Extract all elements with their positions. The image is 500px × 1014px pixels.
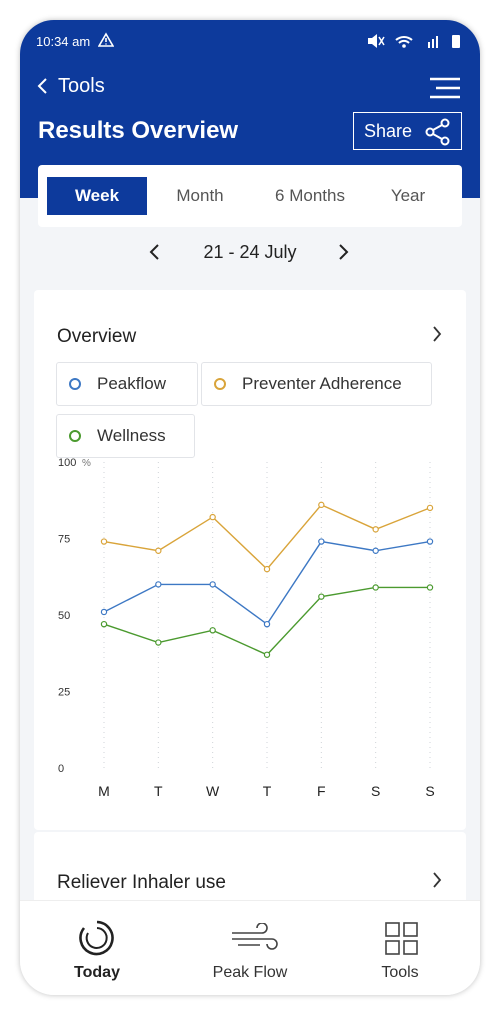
x-tick-label: W <box>206 783 220 799</box>
share-button[interactable]: Share <box>353 112 462 150</box>
data-point <box>263 565 271 573</box>
chevron[interactable] <box>430 870 444 890</box>
data-point <box>263 620 271 628</box>
y-tick-label: 25 <box>58 687 70 699</box>
y-tick-label: 100 <box>58 457 76 469</box>
data-point <box>426 504 434 512</box>
data-point <box>372 526 379 533</box>
x-tick-label: M <box>98 783 110 799</box>
data-point <box>318 538 325 545</box>
legend-item[interactable]: Wellness <box>56 414 195 458</box>
card-title: Overview <box>57 326 137 347</box>
nav-item[interactable]: Peak Flow <box>212 964 288 981</box>
legend-label: Peakflow <box>97 374 166 393</box>
next-arrow[interactable] <box>336 242 350 262</box>
status-time: 10:34 am <box>36 34 91 49</box>
data-point <box>426 538 434 545</box>
date-range: 21 - 24 July <box>203 242 297 262</box>
legend-label: Preventer Adherence <box>242 374 402 393</box>
data-point <box>155 547 162 554</box>
back-link[interactable]: Tools <box>58 75 105 97</box>
series-line <box>103 503 431 571</box>
data-point <box>372 584 379 591</box>
y-tick-label: 75 <box>58 534 70 546</box>
data-point <box>155 639 162 646</box>
legend-item[interactable]: Peakflow <box>56 362 198 406</box>
tab[interactable]: 6 Months <box>275 186 345 205</box>
x-tick-label: F <box>317 783 326 799</box>
warning-icon <box>98 32 114 47</box>
data-point <box>426 584 434 591</box>
phone-screen: 10:34 am Tools Results Overview Share We… <box>20 20 480 995</box>
page-title: Results Overview <box>38 117 239 144</box>
data-point <box>100 608 108 616</box>
bottom-nav: Today Peak Flow Tools <box>20 900 480 995</box>
status-icons <box>368 34 460 48</box>
y-tick-label: 0 <box>58 763 64 775</box>
legend-item[interactable]: Preventer Adherence <box>201 362 432 406</box>
tab[interactable]: Month <box>176 186 224 205</box>
peakflow-icon <box>232 923 278 950</box>
today-icon <box>79 920 114 956</box>
data-point <box>372 547 379 554</box>
x-tick-label: T <box>263 783 272 799</box>
data-point <box>100 538 108 545</box>
card-title: Reliever Inhaler use <box>57 872 226 893</box>
x-tick-label: S <box>371 783 380 799</box>
prev-arrow[interactable] <box>148 242 162 262</box>
x-tick-label: T <box>154 783 163 799</box>
data-point <box>318 501 325 509</box>
x-tick-label: S <box>425 783 434 799</box>
data-point <box>100 620 108 628</box>
nav-item[interactable]: Tools <box>381 964 419 981</box>
chevron[interactable] <box>430 324 444 344</box>
tab[interactable]: Year <box>390 186 426 205</box>
y-tick-label: 50 <box>58 610 70 622</box>
line-chart: M T W T F S S 0 25 50 75 100% <box>58 457 435 799</box>
tab-active[interactable]: Week <box>47 177 147 215</box>
data-point <box>263 651 271 658</box>
overview-card: Overview Peakflow Preventer Adherence We… <box>34 290 466 830</box>
data-point <box>318 593 325 600</box>
data-point <box>209 627 216 634</box>
data-point <box>155 581 162 588</box>
tools-icon <box>385 922 418 955</box>
share-icon <box>425 118 450 146</box>
share-label: Share <box>364 121 413 141</box>
nav-item[interactable]: Today <box>74 964 120 981</box>
y-unit: % <box>82 458 91 469</box>
legend-label: Wellness <box>97 426 166 445</box>
data-point <box>209 513 216 521</box>
tab-bar: Week Month 6 Months Year <box>38 165 462 227</box>
back-icon[interactable] <box>36 76 50 96</box>
menu-icon[interactable] <box>428 76 462 100</box>
data-point <box>209 581 216 588</box>
